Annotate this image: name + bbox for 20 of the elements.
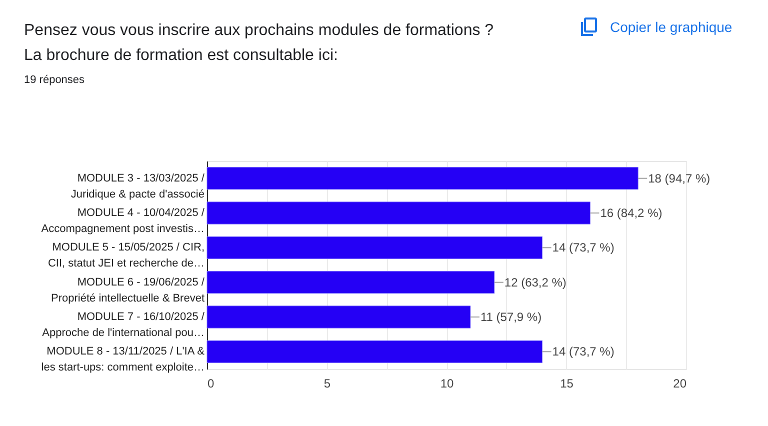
x-tick-label: 15 [560,376,574,390]
chart-title: Pensez vous vous inscrire aux prochains modules de formations ? La brochure de formation est consultable ici: [24,21,494,66]
text: 19 réponses [24,74,85,86]
x-tick-label: 5 [324,376,331,390]
y-tick-label: MODULE 5 - 15/05/2025 / CIR, CII, statut JEI et recherche de… [48,242,204,270]
y-tick-label: MODULE 6 - 19/06/2025 / Propriété intellectuelle & Brevet [51,276,206,304]
x-tick-label: 0 [208,376,214,390]
y-tick-label: MODULE 8 - 13/11/2025 / L'IA & les start-ups: comment exploite… [41,346,206,374]
y-tick-label: MODULE 7 - 16/10/2025 / Approche de l'international pou… [42,311,206,339]
data-label: 12 (63,2 %) [504,275,566,290]
y-tick-label: MODULE 3 - 13/03/2025 / Juridique & pacte d'associé [70,172,206,200]
text: Copier le graphique [610,19,732,35]
data-label: 14 (73,7 %) [552,344,614,359]
data-label: 18 (94,7 %) [648,171,710,186]
y-tick-label: MODULE 4 - 10/04/2025 / Accompagnement post investis… [41,207,206,235]
x-tick-label: 10 [440,376,454,390]
data-label: 11 (57,9 %) [480,310,542,324]
data-label: 16 (84,2 %) [600,206,662,220]
data-label: 14 (73,7 %) [552,240,614,255]
x-tick-label: 20 [673,376,687,390]
